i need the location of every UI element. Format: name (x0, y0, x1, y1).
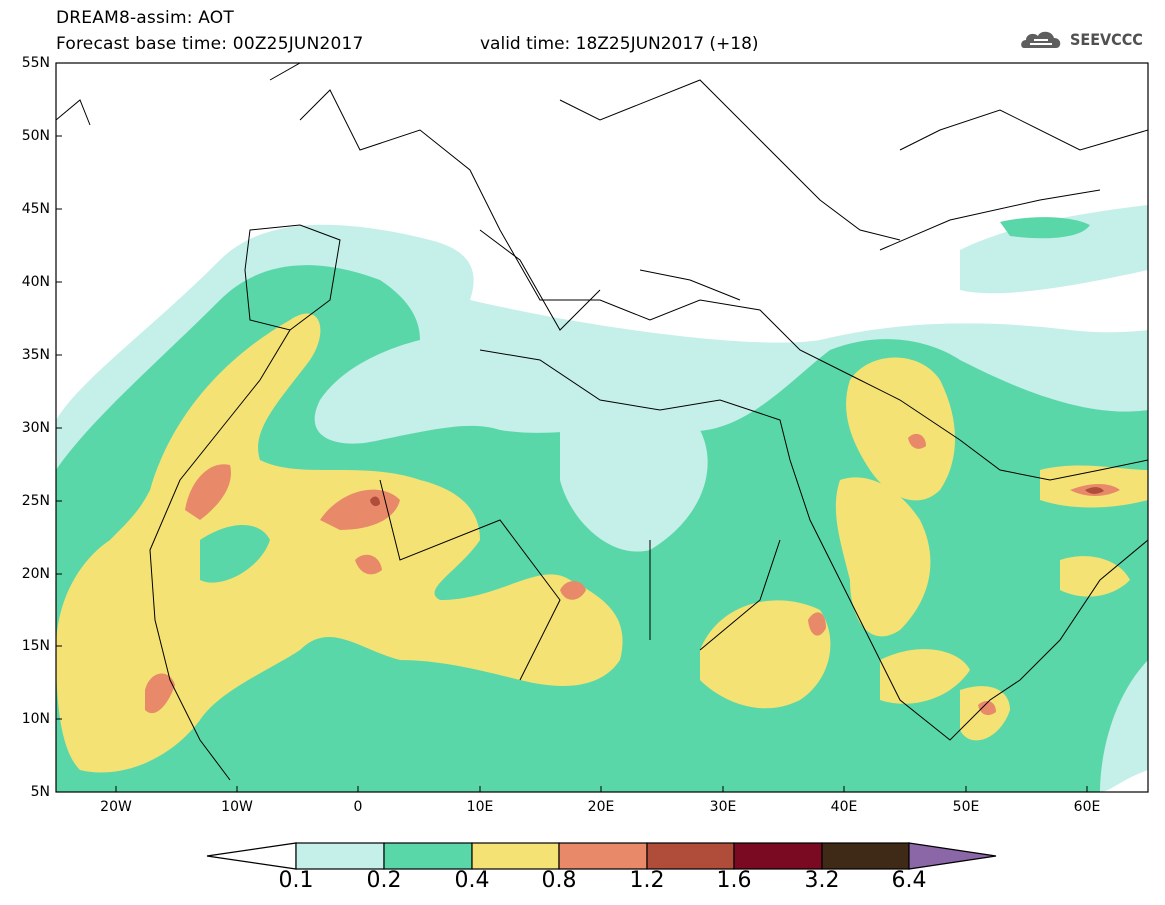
lon-label: 20W (100, 799, 132, 815)
colorbar-label: 0.1 (278, 868, 314, 893)
lat-label: 20N (21, 566, 50, 582)
cloud-icon (1021, 31, 1061, 48)
aot-field (56, 205, 1148, 792)
lat-label: 30N (21, 420, 50, 436)
lon-label: 20E (587, 799, 615, 815)
colorbar-label: 0.2 (366, 868, 402, 893)
lon-label: 50E (952, 799, 980, 815)
lat-label: 50N (21, 128, 50, 144)
lat-label: 5N (30, 784, 50, 800)
lat-label: 25N (21, 493, 50, 509)
valid-time: valid time: 18Z25JUN2017 (+18) (480, 34, 759, 54)
lat-label: 10N (21, 711, 50, 727)
forecast-base-time: Forecast base time: 00Z25JUN2017 (56, 34, 364, 54)
colorbar-label: 0.8 (541, 868, 577, 893)
lon-label: 10W (221, 799, 253, 815)
colorbar-label: 6.4 (891, 868, 927, 893)
lon-label: 10E (466, 799, 494, 815)
lat-label: 40N (21, 274, 50, 290)
colorbar-label: 1.6 (716, 868, 752, 893)
lon-label: 40E (830, 799, 858, 815)
colorbar-label: 3.2 (804, 868, 840, 893)
map-title: DREAM8-assim: AOT (56, 8, 234, 28)
lon-label: 30E (709, 799, 737, 815)
logo-text: SEEVCCC (1070, 30, 1143, 49)
colorbar-label: 1.2 (629, 868, 665, 893)
lat-label: 35N (21, 347, 50, 363)
lat-label: 15N (21, 638, 50, 654)
lat-label: 55N (21, 55, 50, 71)
lon-label: 0 (353, 799, 363, 815)
lat-label: 45N (21, 201, 50, 217)
axis-ticks (56, 62, 1088, 792)
colorbar-label: 0.4 (454, 868, 490, 893)
coastlines (56, 63, 1148, 781)
lon-label: 60E (1073, 799, 1101, 815)
